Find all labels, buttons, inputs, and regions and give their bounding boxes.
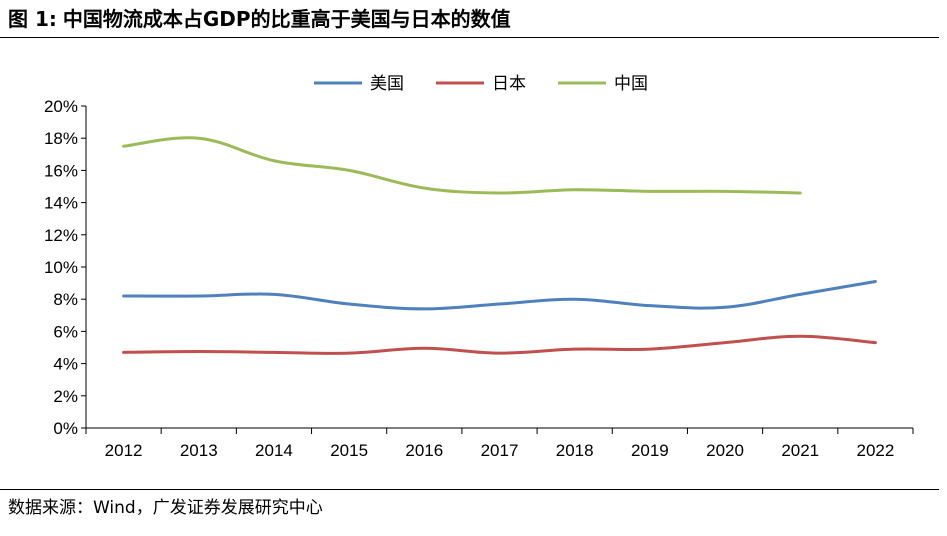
legend-label: 美国	[370, 74, 404, 93]
y-tick-label: 0%	[53, 419, 78, 438]
x-tick-label: 2020	[706, 441, 744, 460]
figure-title-text: 中国物流成本占GDP的比重高于美国与日本的数值	[62, 7, 511, 31]
source-note: 数据来源：Wind，广发证券发展研究中心	[8, 498, 323, 518]
figure-label: 图 1:	[8, 7, 57, 31]
x-tick-label: 2013	[180, 441, 218, 460]
x-tick-label: 2021	[781, 441, 819, 460]
x-tick-label: 2019	[631, 441, 669, 460]
line-chart: 美国 日本 中国 0% 2% 4% 6% 8% 10% 12% 14% 16% 18% 20% 2012…	[44, 74, 914, 460]
x-axis: 2012 2013 2014 2015 2016 2017 2018 2019 2020 2021…	[85, 427, 914, 460]
legend-label: 中国	[614, 74, 648, 93]
y-tick-label: 18%	[44, 129, 78, 148]
y-tick-label: 4%	[53, 355, 78, 374]
legend-label: 日本	[492, 74, 526, 93]
y-tick-label: 12%	[44, 226, 78, 245]
y-axis: 0% 2% 4% 6% 8% 10% 12% 14% 16% 18% 20%	[44, 97, 87, 438]
series-line-2	[122, 334, 877, 355]
y-tick-label: 8%	[53, 290, 78, 309]
chart-legend: 美国 日本 中国	[314, 74, 648, 93]
series-layer	[122, 136, 877, 355]
title-divider	[0, 37, 939, 38]
x-tick-label: 2016	[405, 441, 443, 460]
x-tick-label: 2014	[255, 441, 293, 460]
y-tick-label: 10%	[44, 258, 78, 277]
x-tick-label: 2015	[330, 441, 368, 460]
source-divider	[0, 489, 939, 490]
x-tick-label: 2017	[481, 441, 519, 460]
series-line-1	[122, 279, 877, 311]
y-tick-label: 2%	[53, 387, 78, 406]
x-tick-label: 2012	[105, 441, 143, 460]
figure-title: 图 1: 中国物流成本占GDP的比重高于美国与日本的数值	[8, 4, 511, 34]
x-tick-label: 2018	[556, 441, 594, 460]
x-tick-label: 2022	[856, 441, 894, 460]
y-tick-label: 16%	[44, 161, 78, 180]
series-line-3	[122, 136, 802, 195]
y-tick-label: 20%	[44, 97, 78, 116]
y-tick-label: 14%	[44, 194, 78, 213]
y-tick-label: 6%	[53, 322, 78, 341]
